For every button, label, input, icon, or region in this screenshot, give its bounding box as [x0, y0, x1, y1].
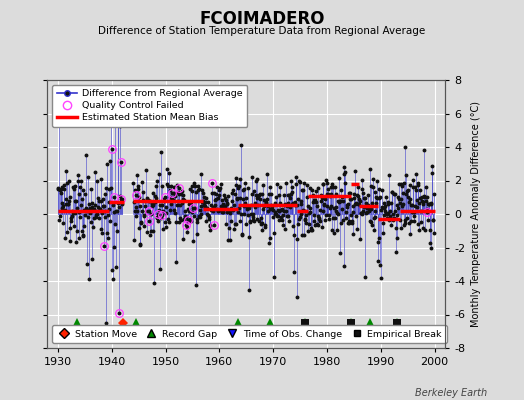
- Legend: Station Move, Record Gap, Time of Obs. Change, Empirical Break: Station Move, Record Gap, Time of Obs. C…: [52, 325, 446, 343]
- Y-axis label: Monthly Temperature Anomaly Difference (°C): Monthly Temperature Anomaly Difference (…: [471, 101, 481, 327]
- Text: Berkeley Earth: Berkeley Earth: [415, 388, 487, 398]
- Text: Difference of Station Temperature Data from Regional Average: Difference of Station Temperature Data f…: [99, 26, 425, 36]
- Text: FCOIMADERO: FCOIMADERO: [199, 10, 325, 28]
